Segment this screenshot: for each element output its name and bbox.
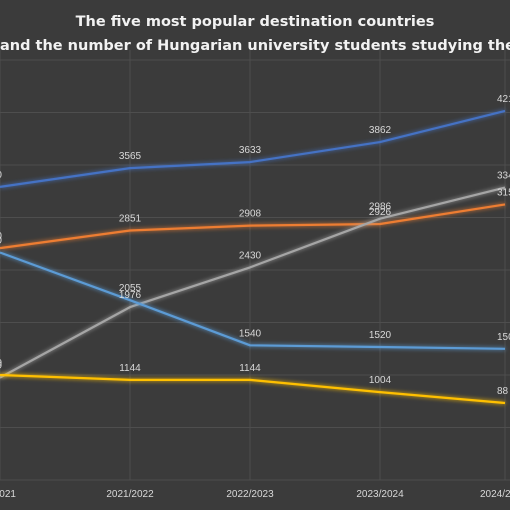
data-label: 421 <box>497 94 510 105</box>
series-line-5 <box>0 373 506 405</box>
data-label: 3633 <box>239 145 262 156</box>
data-label: 1170 <box>0 361 2 372</box>
data-label: 2650 <box>0 231 2 242</box>
data-label: 2600 <box>0 236 2 247</box>
data-label: 2986 <box>369 202 392 213</box>
data-label: 2926 <box>369 207 392 218</box>
data-label: 1976 <box>119 290 142 301</box>
data-label: 315 <box>497 187 510 198</box>
x-tick-label: 2023/2024 <box>356 489 404 500</box>
data-label: 150 <box>497 332 510 343</box>
x-tick-label: 2024/2025 <box>480 489 510 500</box>
data-label: 2851 <box>119 214 142 225</box>
data-label: 2908 <box>239 209 262 220</box>
data-label: 3350 <box>0 170 2 181</box>
data-label: 2055 <box>119 283 142 294</box>
x-tick-label: 2022/2023 <box>226 489 274 500</box>
data-label: 1200 <box>0 358 2 369</box>
series-line-1 <box>0 109 506 188</box>
x-tick-label: 2020/2021 <box>0 489 16 500</box>
chart-title: The five most popular destination countr… <box>0 10 510 58</box>
data-label: 1144 <box>239 363 261 374</box>
data-label: 3862 <box>369 125 392 136</box>
chart-title-line-1: The five most popular destination countr… <box>75 14 435 30</box>
chart-title-line-2: and the number of Hungarian university s… <box>0 38 510 54</box>
series-line-3 <box>0 186 506 379</box>
data-label: 1004 <box>369 375 392 386</box>
series-line-2 <box>0 203 506 250</box>
data-label: 334 <box>497 171 510 182</box>
series-line-4 <box>0 251 506 350</box>
data-label: 88 <box>497 386 509 397</box>
data-label: 1520 <box>369 330 392 341</box>
x-tick-label: 2021/2022 <box>106 489 154 500</box>
data-label: 1540 <box>239 328 262 339</box>
data-label: 3565 <box>119 151 142 162</box>
data-label: 1144 <box>119 363 141 374</box>
data-label: 2430 <box>239 250 262 261</box>
